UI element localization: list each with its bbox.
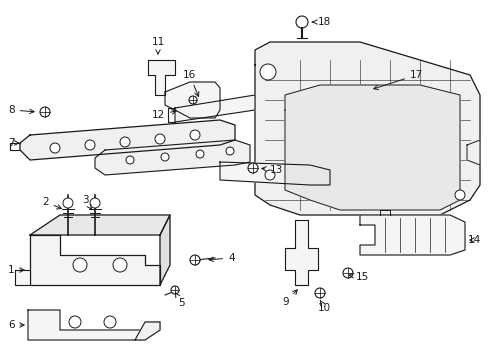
Circle shape	[315, 288, 325, 298]
Text: 5: 5	[175, 293, 185, 308]
Circle shape	[455, 190, 465, 200]
Polygon shape	[20, 120, 235, 160]
Polygon shape	[467, 140, 480, 165]
Circle shape	[113, 258, 127, 272]
Polygon shape	[148, 60, 175, 95]
Text: 10: 10	[318, 300, 331, 313]
Circle shape	[63, 198, 73, 208]
Polygon shape	[255, 42, 480, 215]
Circle shape	[161, 153, 169, 161]
Text: 2: 2	[42, 197, 61, 209]
Circle shape	[343, 268, 353, 278]
Text: 13: 13	[262, 165, 283, 175]
Text: 1: 1	[8, 265, 24, 275]
Circle shape	[189, 96, 197, 104]
Text: 8: 8	[8, 105, 34, 115]
Circle shape	[104, 316, 116, 328]
Text: 15: 15	[349, 272, 369, 282]
Circle shape	[69, 316, 81, 328]
Text: 14: 14	[468, 235, 481, 245]
Polygon shape	[30, 215, 170, 235]
Circle shape	[196, 150, 204, 158]
Polygon shape	[30, 235, 160, 285]
Circle shape	[40, 107, 50, 117]
Polygon shape	[28, 310, 160, 340]
Circle shape	[50, 143, 60, 153]
Circle shape	[171, 286, 179, 294]
Circle shape	[85, 140, 95, 150]
Circle shape	[190, 255, 200, 265]
Circle shape	[265, 170, 275, 180]
Circle shape	[296, 16, 308, 28]
Circle shape	[120, 137, 130, 147]
Circle shape	[126, 156, 134, 164]
Text: 16: 16	[183, 70, 199, 96]
Text: 17: 17	[374, 70, 423, 90]
Circle shape	[90, 198, 100, 208]
Polygon shape	[160, 215, 170, 285]
Polygon shape	[285, 220, 318, 285]
Polygon shape	[95, 140, 250, 175]
Polygon shape	[360, 215, 465, 255]
Circle shape	[248, 163, 258, 173]
Polygon shape	[165, 82, 220, 118]
Polygon shape	[175, 95, 255, 122]
Text: 7: 7	[8, 138, 19, 148]
Polygon shape	[285, 85, 460, 210]
Circle shape	[73, 258, 87, 272]
Text: 12: 12	[152, 110, 176, 120]
Text: 9: 9	[282, 290, 297, 307]
Polygon shape	[135, 322, 160, 340]
Circle shape	[155, 134, 165, 144]
Polygon shape	[15, 270, 30, 285]
Circle shape	[226, 147, 234, 155]
Text: 6: 6	[8, 320, 24, 330]
Circle shape	[190, 130, 200, 140]
Text: 18: 18	[312, 17, 331, 27]
Text: 11: 11	[151, 37, 165, 54]
Text: 4: 4	[209, 253, 235, 263]
Circle shape	[260, 64, 276, 80]
Text: 3: 3	[82, 195, 92, 209]
Polygon shape	[220, 162, 330, 185]
